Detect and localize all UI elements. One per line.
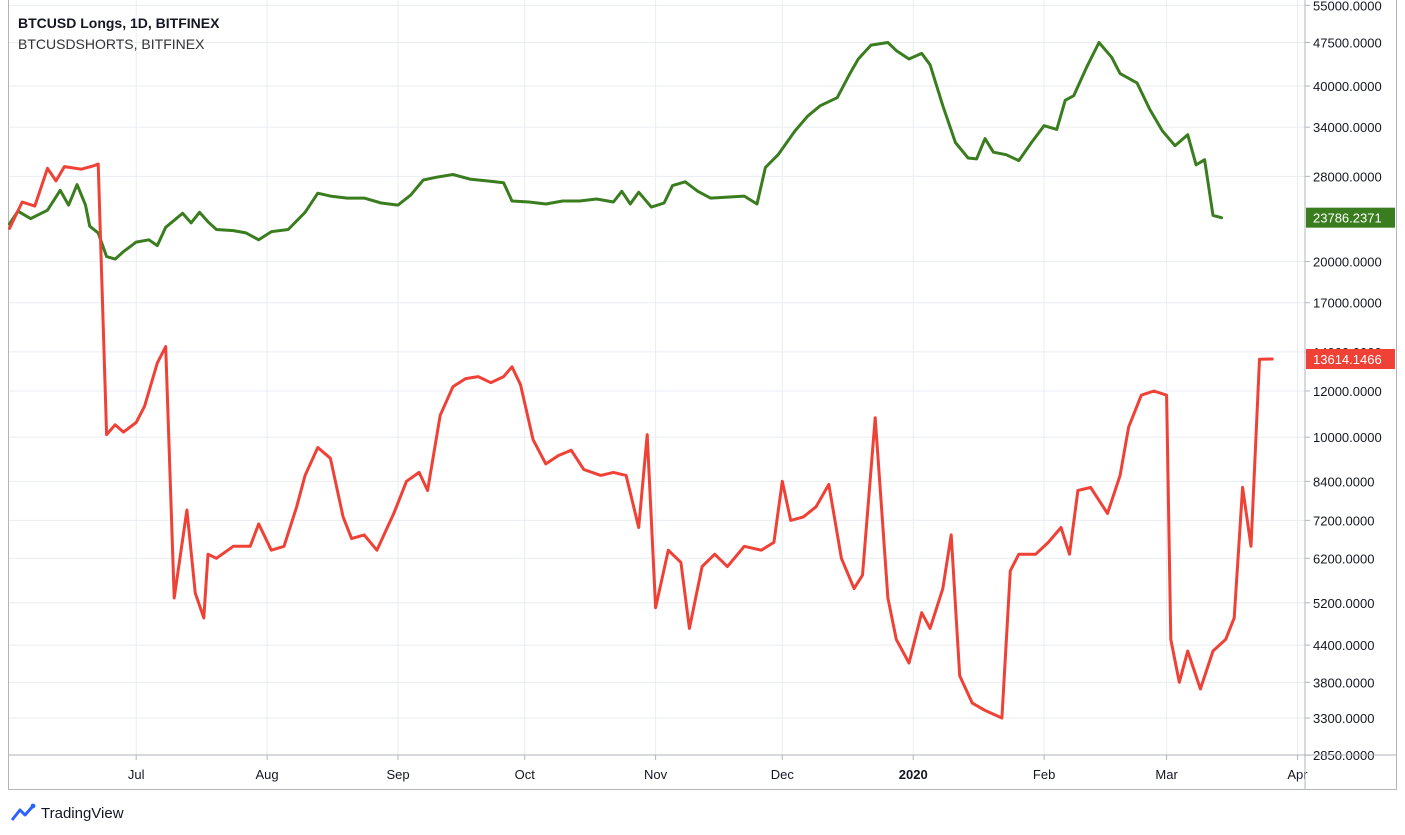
y-tick-label: 40000.0000	[1313, 79, 1382, 94]
y-tick-label: 3300.0000	[1313, 711, 1374, 726]
x-tick-label: Sep	[386, 767, 409, 782]
y-tick-label: 6200.0000	[1313, 551, 1374, 566]
y-tick-label: 3800.0000	[1313, 675, 1374, 690]
y-tick-label: 5200.0000	[1313, 596, 1374, 611]
y-tick-label: 2850.0000	[1313, 748, 1374, 763]
y-tick-label: 55000.0000	[1313, 0, 1382, 13]
x-tick-label: Oct	[515, 767, 536, 782]
x-tick-label: Jul	[128, 767, 145, 782]
x-tick-label: Dec	[771, 767, 795, 782]
y-tick-label: 12000.0000	[1313, 384, 1382, 399]
x-tick-label: Nov	[644, 767, 668, 782]
legend-series-longs[interactable]: BTCUSD Longs, 1D, BITFINEX	[18, 15, 220, 31]
x-tick-label: Feb	[1033, 767, 1055, 782]
x-tick-label: Mar	[1155, 767, 1178, 782]
tradingview-brand-name: TradingView	[41, 804, 124, 822]
longs-line[interactable]	[8, 41, 1223, 261]
x-tick-label: 2020	[899, 767, 928, 782]
last-price-label-longs-bg	[1306, 207, 1395, 228]
last-price-label-shorts-bg	[1306, 349, 1395, 370]
shorts-line[interactable]	[8, 162, 1274, 720]
tradingview-logo-icon	[10, 803, 36, 821]
y-tick-label: 20000.0000	[1313, 255, 1382, 270]
chart-frame[interactable]	[8, 0, 1397, 790]
y-tick-label: 28000.0000	[1313, 169, 1382, 184]
y-tick-label: 8400.0000	[1313, 474, 1374, 489]
x-tick-label: Aug	[256, 767, 279, 782]
y-tick-label: 47500.0000	[1313, 35, 1382, 50]
legend-series-shorts[interactable]: BTCUSDSHORTS, BITFINEX	[18, 36, 205, 52]
last-price-label-shorts[interactable]: 13614.1466	[1313, 352, 1382, 367]
y-tick-label: 4400.0000	[1313, 638, 1374, 653]
y-tick-label: 17000.0000	[1313, 296, 1382, 311]
x-tick-label: Apr	[1287, 767, 1308, 782]
tradingview-branding[interactable]: TradingView	[10, 802, 124, 824]
y-tick-label: 10000.0000	[1313, 430, 1382, 445]
y-tick-label: 34000.0000	[1313, 120, 1382, 135]
price-chart[interactable]: 55000.0000 47500.0000 40000.0000 34000.0000…	[0, 0, 1405, 790]
last-price-label-longs[interactable]: 23786.2371	[1313, 211, 1382, 226]
y-tick-label: 7200.0000	[1313, 513, 1374, 528]
